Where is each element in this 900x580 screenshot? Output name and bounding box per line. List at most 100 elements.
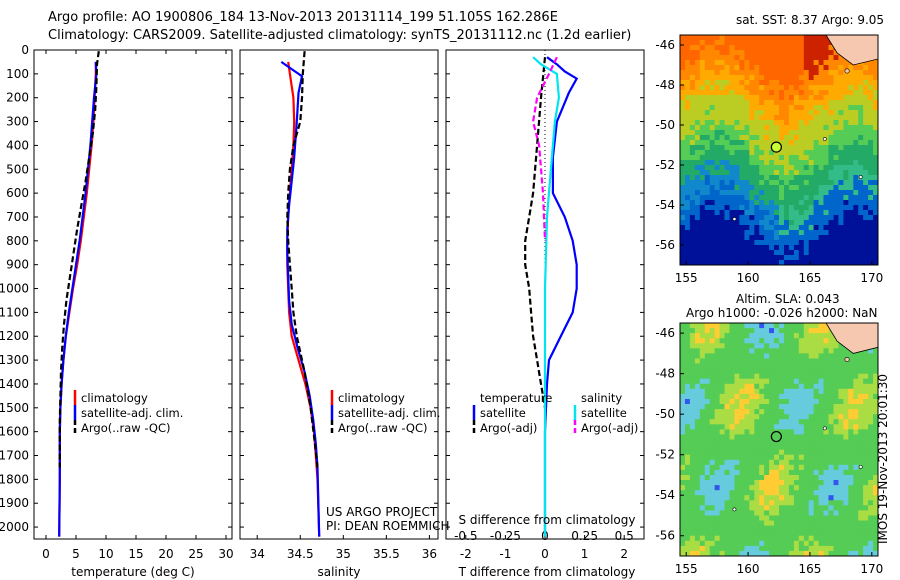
map-cell [714,215,721,221]
map-cell [848,260,854,265]
map-cell [680,358,686,365]
map-cell [863,500,869,506]
title-line-1: Argo profile: AO 1900806_184 13-Nov-2013… [48,10,558,25]
map-cell [779,165,785,171]
map-cell [769,125,775,131]
map-cell [699,540,706,547]
map-cell [709,419,716,425]
map-cell [863,480,869,486]
map-cell [828,140,834,146]
map-cell [779,55,785,61]
map-cell [793,80,800,86]
map-cell [774,399,780,405]
x-tick-label: 0 [42,547,50,561]
map-cell [734,393,740,400]
map-cell [779,520,785,527]
map-cell [808,55,815,61]
map-cell [853,245,859,251]
map-cell [764,343,770,349]
map-cell [729,490,735,496]
map-cell [709,140,716,146]
map-cell [843,160,849,166]
map-cell [685,378,691,385]
map-cell [818,469,825,476]
map-cell [784,165,790,171]
map-cell [828,515,834,522]
map-cell [828,235,834,241]
map-cell [843,205,849,211]
map-cell [823,368,829,375]
map-cell [823,235,829,241]
map-cell [699,485,706,491]
map-cell [818,140,825,146]
map-cell [798,230,805,236]
map-cell [779,353,785,360]
map-cell [769,393,775,400]
map-cell [833,250,839,256]
map-cell [873,414,878,420]
map-cell [714,180,721,186]
map-cell [744,358,750,365]
map-cell [863,383,869,390]
map-cell [734,434,740,441]
map-cell [685,250,691,256]
map-cell [769,343,775,349]
map-cell [808,85,815,91]
map-cell [759,150,765,156]
map-cell [798,454,805,461]
map-cell [853,545,859,552]
map-cell [843,260,849,265]
map-cell [719,225,726,231]
map-cell [779,505,785,511]
map-cell [818,520,825,527]
map-cell [803,323,810,329]
map-cell [714,55,721,61]
map-cell [680,388,686,395]
map-cell [818,150,825,156]
map-cell [833,165,839,171]
map-cell [699,530,706,537]
title-line-2: Climatology: CARS2009. Satellite-adjuste… [48,28,632,43]
map-cell [803,419,810,425]
map-cell [823,520,829,527]
map-cell [788,505,795,511]
map-cell [873,409,878,415]
map-cell [858,195,864,201]
map-cell [689,373,696,380]
map-cell [863,115,869,121]
map-cell [739,373,745,380]
map-cell [704,165,711,171]
map-cell [744,495,750,501]
map-cell [774,323,780,329]
map-cell [769,150,775,156]
map-x-tick-label: 170 [860,562,883,576]
map-cell [848,160,854,166]
map-cell [724,125,730,131]
map-cell [714,399,721,405]
map-cell [774,135,780,141]
map-cell [685,165,691,171]
map-cell [803,105,810,111]
map-cell [719,100,726,106]
map-cell [828,50,834,56]
map-cell [754,353,760,360]
map-cell [828,338,834,344]
map-cell [685,520,691,527]
map-cell [764,469,770,476]
map-cell [744,525,750,532]
map-cell [853,373,859,380]
map-cell [803,409,810,415]
depth-tick-label: 1100 [0,305,29,319]
map-cell [803,95,810,101]
map-cell [788,535,795,542]
legend-head-temperature: temperature [480,391,552,405]
map-cell [813,100,820,106]
map-cell [719,185,726,191]
map-cell [689,348,696,354]
map-cell [798,419,805,425]
map-cell [724,459,730,466]
map-cell [734,155,740,161]
map-cell [779,358,785,365]
map-cell [744,215,750,221]
map-cell [863,125,869,131]
